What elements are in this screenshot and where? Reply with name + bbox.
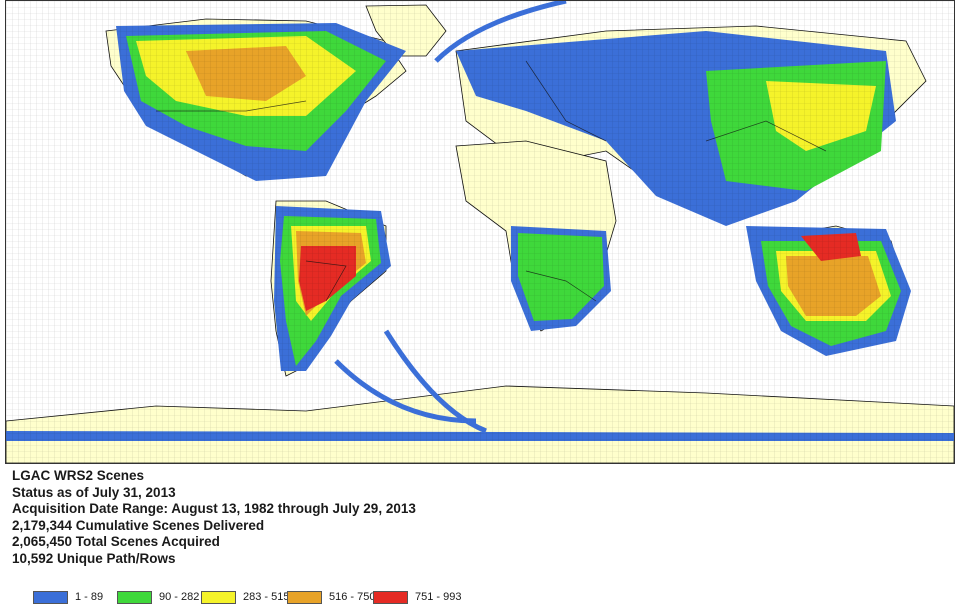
legend-swatch bbox=[117, 590, 152, 604]
legend-item: 283 - 515 bbox=[201, 589, 289, 605]
legend-item: 751 - 993 bbox=[373, 589, 461, 605]
legend-swatch bbox=[33, 590, 68, 604]
orbit-swaths bbox=[334, 1, 567, 434]
legend-label: 1 - 89 bbox=[75, 591, 104, 603]
info-unique-pathrows: 10,592 Unique Path/Rows bbox=[12, 550, 176, 566]
legend-item: 90 - 282 bbox=[117, 589, 199, 605]
legend-label: 283 - 515 bbox=[243, 591, 290, 603]
legend-swatch bbox=[201, 590, 236, 604]
info-scenes-delivered: 2,179,344 Cumulative Scenes Delivered bbox=[12, 517, 265, 533]
info-status-date: Status as of July 31, 2013 bbox=[12, 484, 176, 500]
info-title: LGAC WRS2 Scenes bbox=[12, 468, 145, 483]
map-canvas bbox=[6, 1, 954, 463]
country-borders bbox=[156, 60, 827, 302]
legend-swatch bbox=[287, 590, 322, 604]
legend-label: 516 - 750 bbox=[329, 591, 376, 603]
legend-swatch bbox=[373, 590, 408, 604]
world-map bbox=[5, 0, 955, 464]
info-scenes-acquired: 2,065,450 Total Scenes Acquired bbox=[12, 534, 220, 549]
scene-info: LGAC WRS2 Scenes Status as of July 31, 2… bbox=[12, 468, 416, 567]
legend-item: 1 - 89 bbox=[33, 589, 103, 605]
legend: 1 - 89 90 - 282 283 - 515 516 - 750 751 … bbox=[33, 589, 933, 605]
legend-item: 516 - 750 bbox=[287, 589, 375, 605]
legend-label: 90 - 282 bbox=[159, 591, 200, 603]
info-date-range: Acquisition Date Range: August 13, 1982 … bbox=[12, 501, 416, 516]
legend-label: 751 - 993 bbox=[415, 591, 462, 603]
wrs-grid bbox=[6, 1, 954, 463]
